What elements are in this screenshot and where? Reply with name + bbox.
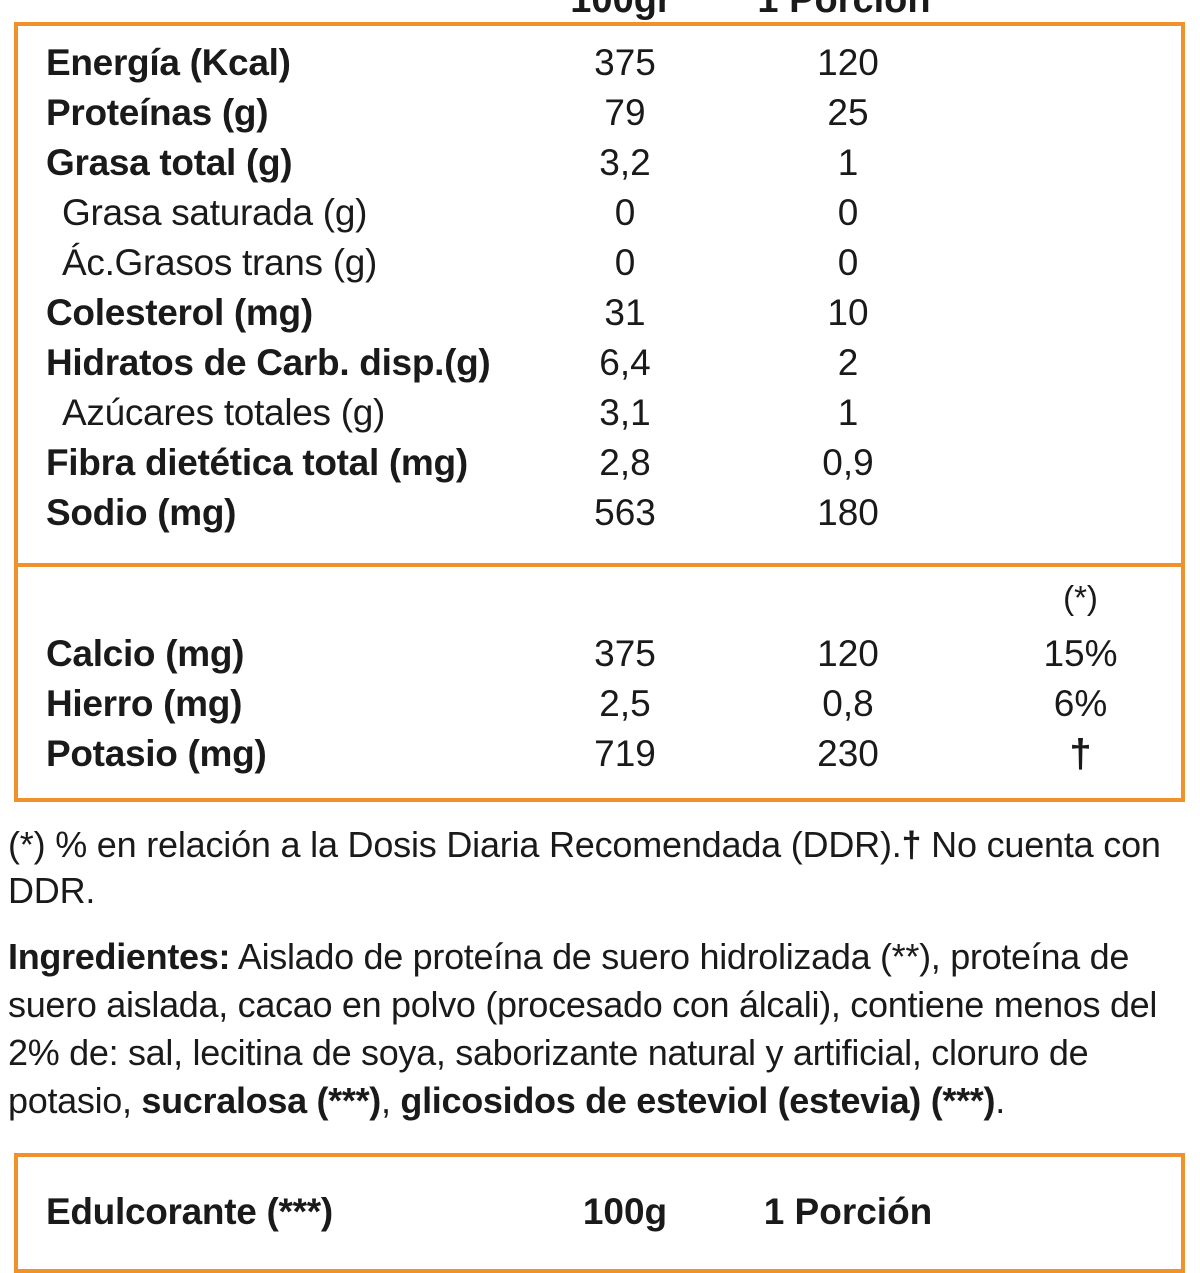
ddr-footnote: (*) % en relación a la Dosis Diaria Reco… [8,822,1192,914]
nutrient-label: Sodio (mg) [46,492,237,533]
table-row: Proteínas (g) 79 25 [18,88,1181,138]
table-row: Azúcares totales (g) 3,1 1 [18,388,1181,438]
nutrient-label: Proteínas (g) [46,92,269,133]
value-per-100g: 31 [604,292,646,333]
ingredients-paragraph: Ingredientes: Aislado de proteína de sue… [8,933,1196,1125]
value-ddr-percent: 15% [1043,633,1118,674]
ingredients-heading: Ingredientes: [8,936,231,977]
value-ddr-percent: 6% [1053,683,1108,724]
column-header-ddr: (*) [1063,579,1098,616]
nutrient-label: Fibra dietética total (mg) [46,442,468,483]
column-header-per-100g: 100gr [570,0,672,21]
table-row: Grasa saturada (g) 0 0 [18,188,1181,238]
nutrient-label: Azúcares totales (g) [62,392,386,433]
value-per-100g: 6,4 [599,342,651,383]
value-per-portion: 120 [817,42,879,83]
dagger-symbol: † [901,824,922,865]
value-per-portion: 2 [837,342,859,383]
nutrient-label: Grasa saturada (g) [62,192,368,233]
ingredient-glicosidos-esteviol: glicosidos de esteviol (estevia) (***) [400,1080,996,1121]
value-per-portion: 10 [827,292,869,333]
sweetener-column-header-per-100g: 100g [582,1191,668,1232]
table-row: Potasio (mg) 719 230 † [18,729,1181,779]
table-row: Ác.Grasos trans (g) 0 0 [18,238,1181,288]
value-per-100g: 563 [594,492,656,533]
ingredients-terminator: . [995,1080,1005,1121]
value-per-portion: 0,8 [822,683,874,724]
table-row: Energía (Kcal) 375 120 [18,38,1181,88]
table-row: Calcio (mg) 375 120 15% [18,629,1181,679]
sweetener-table: Edulcorante (***) 100g 1 Porción [14,1153,1185,1273]
nutrient-label: Grasa total (g) [46,142,293,183]
table-row: Fibra dietética total (mg) 2,8 0,9 [18,438,1181,488]
nutrient-label: Energía (Kcal) [46,42,291,83]
nutrient-label: Ác.Grasos trans (g) [62,242,378,283]
value-per-100g: 79 [604,92,646,133]
nutrient-label: Calcio (mg) [46,633,245,674]
nutrient-label: Colesterol (mg) [46,292,313,333]
value-per-portion: 1 [837,392,859,433]
table-row: Hidratos de Carb. disp.(g) 6,4 2 [18,338,1181,388]
value-per-portion: 0 [837,242,859,283]
value-per-100g: 0 [614,192,636,233]
table-row: Sodio (mg) 563 180 [18,488,1181,538]
value-per-portion: 120 [817,633,879,674]
value-per-100g: 0 [614,242,636,283]
ingredients-separator: , [381,1080,401,1121]
nutrition-table-header-row: 100gr 1 Porción [14,0,1185,22]
nutrient-label: Hidratos de Carb. disp.(g) [46,342,491,383]
footnote-text-part1: (*) % en relación a la Dosis Diaria Reco… [8,824,902,865]
minerals-section: (*) Calcio (mg) 375 120 15% Hierro (mg) … [18,567,1181,798]
sweetener-label: Edulcorante (***) [46,1191,333,1232]
value-per-portion: 1 [837,142,859,183]
value-per-100g: 3,2 [599,142,651,183]
table-row: Grasa total (g) 3,2 1 [18,138,1181,188]
nutrition-facts-table: Energía (Kcal) 375 120 Proteínas (g) 79 … [14,22,1185,802]
value-per-100g: 2,8 [599,442,651,483]
value-per-portion: 0 [837,192,859,233]
value-per-portion: 0,9 [822,442,874,483]
value-per-100g: 3,1 [599,392,651,433]
value-ddr-dagger: † [1069,732,1092,776]
column-header-per-portion: 1 Porción [757,0,931,21]
sweetener-column-header-per-portion: 1 Porción [763,1191,933,1232]
value-per-portion: 180 [817,492,879,533]
table-row: Hierro (mg) 2,5 0,8 6% [18,679,1181,729]
nutrient-label: Hierro (mg) [46,683,243,724]
value-per-100g: 719 [594,733,656,774]
table-row: Colesterol (mg) 31 10 [18,288,1181,338]
ingredient-sucralosa: sucralosa (***) [141,1080,381,1121]
value-per-portion: 230 [817,733,879,774]
footnote-text-part2: No cuenta con DDR. [8,824,1161,911]
sweetener-header-row: Edulcorante (***) 100g 1 Porción [18,1187,1181,1237]
ddr-column-header-row: (*) [18,567,1181,629]
ingredients-body: Aislado de proteína de suero hidrolizada… [8,936,1158,1121]
value-per-100g: 2,5 [599,683,651,724]
nutrient-label: Potasio (mg) [46,733,267,774]
value-per-100g: 375 [594,633,656,674]
value-per-portion: 25 [827,92,869,133]
value-per-100g: 375 [594,42,656,83]
macronutrients-section: Energía (Kcal) 375 120 Proteínas (g) 79 … [18,26,1181,567]
